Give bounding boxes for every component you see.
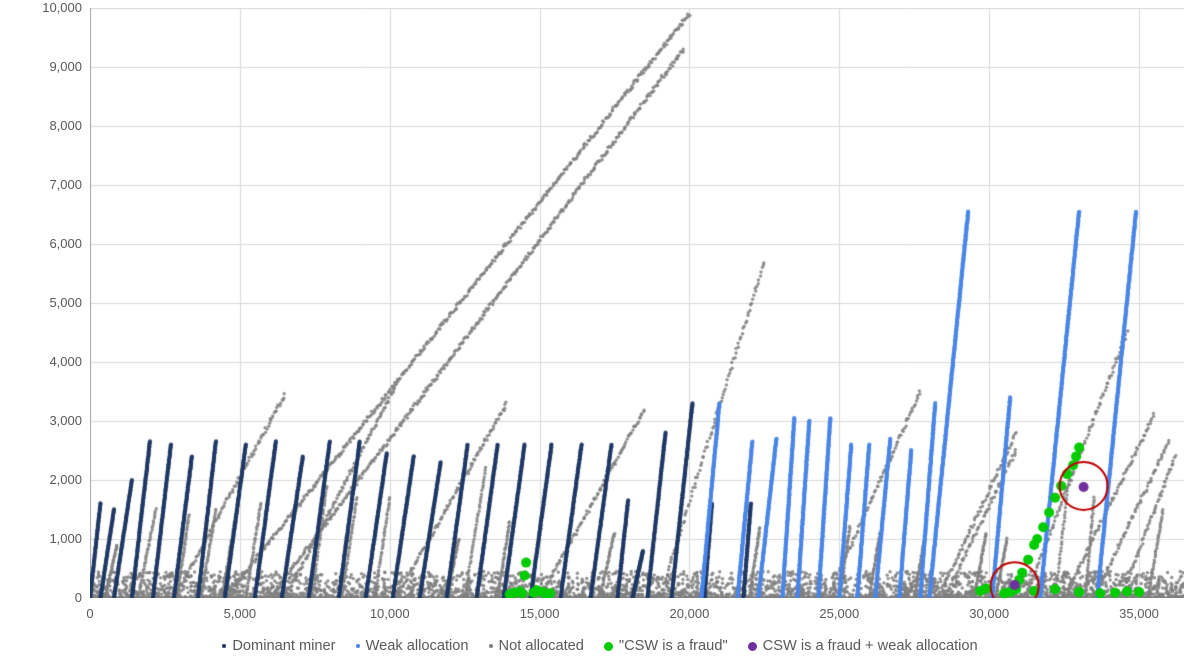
x-tick-label: 30,000 <box>959 606 1019 621</box>
x-tick-label: 20,000 <box>659 606 719 621</box>
x-tick-label: 35,000 <box>1109 606 1169 621</box>
legend-item: Not allocated <box>489 638 584 654</box>
legend-label: "CSW is a fraud" <box>619 638 728 654</box>
chart-container: 0 1,000 2,000 3,000 4,000 5,000 6,000 7,000 8,00… <box>0 0 1200 669</box>
legend-marker-icon <box>748 642 757 651</box>
y-tick-label: 3,000 <box>12 413 82 428</box>
legend-item: Weak allocation <box>356 638 469 654</box>
legend-marker-icon <box>222 644 226 648</box>
legend-label: CSW is a fraud + weak allocation <box>763 638 978 654</box>
y-tick-label: 0 <box>12 590 82 605</box>
legend-label: Weak allocation <box>366 638 469 654</box>
chart-legend: Dominant miner Weak allocation Not allocat… <box>0 638 1200 654</box>
scatter-chart-canvas <box>90 8 1184 598</box>
x-tick-label: 25,000 <box>809 606 869 621</box>
x-tick-label: 5,000 <box>210 606 270 621</box>
legend-marker-icon <box>604 642 613 651</box>
x-tick-label: 0 <box>60 606 120 621</box>
legend-label: Dominant miner <box>232 638 335 654</box>
y-tick-label: 1,000 <box>12 531 82 546</box>
y-tick-label: 2,000 <box>12 472 82 487</box>
x-tick-label: 10,000 <box>360 606 420 621</box>
y-tick-label: 5,000 <box>12 295 82 310</box>
legend-item: "CSW is a fraud" <box>604 638 728 654</box>
y-tick-label: 6,000 <box>12 236 82 251</box>
legend-label: Not allocated <box>499 638 584 654</box>
legend-item: Dominant miner <box>222 638 335 654</box>
y-tick-label: 8,000 <box>12 118 82 133</box>
x-tick-label: 15,000 <box>510 606 570 621</box>
y-tick-label: 10,000 <box>12 0 82 15</box>
y-tick-label: 4,000 <box>12 354 82 369</box>
legend-marker-icon <box>489 644 493 648</box>
legend-item: CSW is a fraud + weak allocation <box>748 638 978 654</box>
y-tick-label: 7,000 <box>12 177 82 192</box>
y-tick-label: 9,000 <box>12 59 82 74</box>
legend-marker-icon <box>356 644 360 648</box>
